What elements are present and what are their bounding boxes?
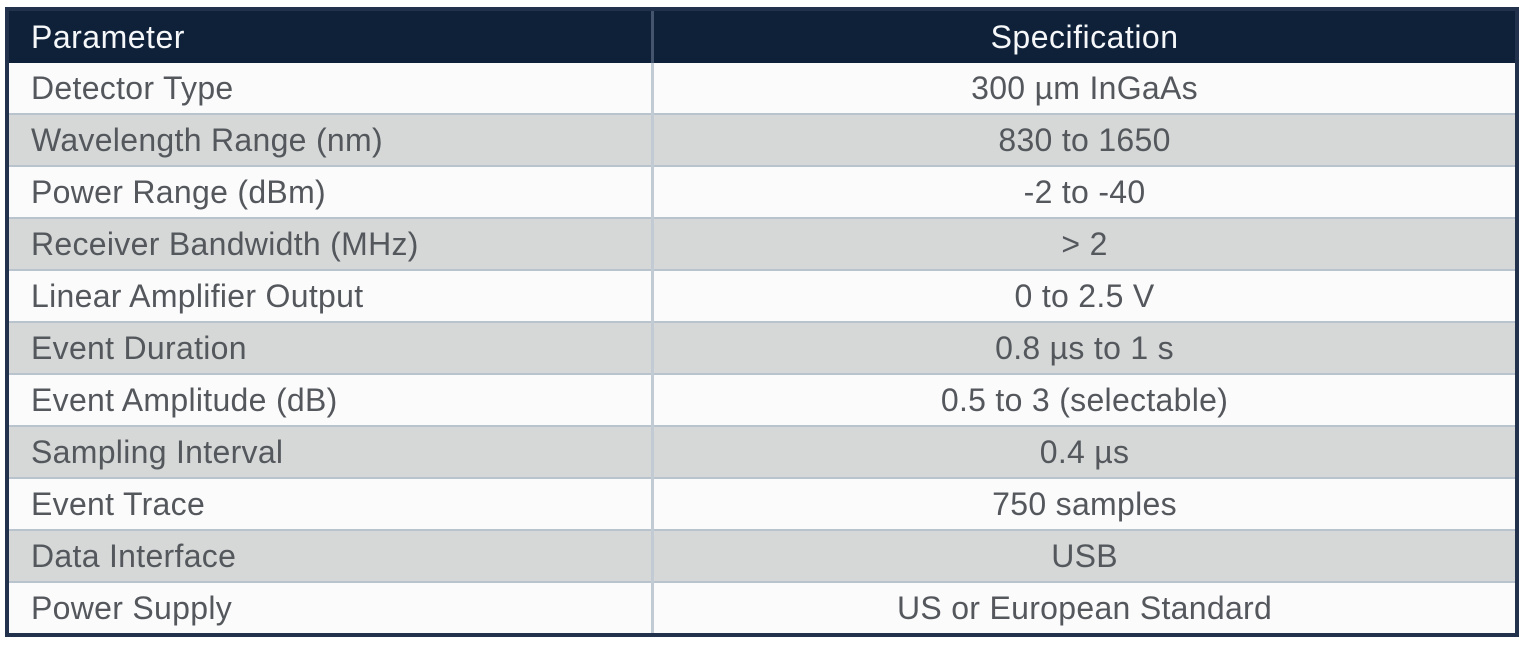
- column-header-specification: Specification: [651, 9, 1517, 63]
- parameter-cell: Receiver Bandwidth (MHz): [7, 217, 653, 270]
- header-row: Parameter Specification: [7, 9, 1517, 63]
- specification-cell: > 2: [651, 217, 1517, 270]
- specification-cell: 750 samples: [651, 477, 1517, 530]
- table-row: Sampling Interval 0.4 µs: [7, 425, 1517, 478]
- table-row: Receiver Bandwidth (MHz) > 2: [7, 217, 1517, 270]
- specification-cell: 0.8 µs to 1 s: [651, 321, 1517, 374]
- parameter-cell: Linear Amplifier Output: [7, 269, 653, 322]
- specification-cell: 0.5 to 3 (selectable): [651, 373, 1517, 426]
- parameter-cell: Data Interface: [7, 529, 653, 582]
- table-row: Linear Amplifier Output 0 to 2.5 V: [7, 269, 1517, 322]
- table-row: Power Supply US or European Standard: [7, 581, 1517, 635]
- parameter-cell: Detector Type: [7, 63, 653, 114]
- parameter-cell: Event Amplitude (dB): [7, 373, 653, 426]
- table-row: Detector Type 300 µm InGaAs: [7, 63, 1517, 114]
- table-row: Event Amplitude (dB) 0.5 to 3 (selectable…: [7, 373, 1517, 426]
- specification-cell: USB: [651, 529, 1517, 582]
- table-row: Event Duration 0.8 µs to 1 s: [7, 321, 1517, 374]
- table-row: Event Trace 750 samples: [7, 477, 1517, 530]
- table-row: Power Range (dBm) -2 to -40: [7, 165, 1517, 218]
- specification-table: Parameter Specification Detector Type 300…: [5, 7, 1519, 637]
- parameter-cell: Power Supply: [7, 581, 653, 635]
- specification-cell: -2 to -40: [651, 165, 1517, 218]
- table-row: Wavelength Range (nm) 830 to 1650: [7, 113, 1517, 166]
- parameter-cell: Event Trace: [7, 477, 653, 530]
- table-header: Parameter Specification: [7, 9, 1517, 63]
- specification-table-container: Parameter Specification Detector Type 300…: [5, 7, 1519, 637]
- parameter-cell: Sampling Interval: [7, 425, 653, 478]
- parameter-cell: Event Duration: [7, 321, 653, 374]
- specification-cell: 0.4 µs: [651, 425, 1517, 478]
- specification-cell: 0 to 2.5 V: [651, 269, 1517, 322]
- specification-cell: 300 µm InGaAs: [651, 63, 1517, 114]
- specification-cell: 830 to 1650: [651, 113, 1517, 166]
- parameter-cell: Power Range (dBm): [7, 165, 653, 218]
- table-row: Data Interface USB: [7, 529, 1517, 582]
- specification-cell: US or European Standard: [651, 581, 1517, 635]
- parameter-cell: Wavelength Range (nm): [7, 113, 653, 166]
- column-header-parameter: Parameter: [7, 9, 653, 63]
- table-body: Detector Type 300 µm InGaAs Wavelength Ran…: [7, 63, 1517, 635]
